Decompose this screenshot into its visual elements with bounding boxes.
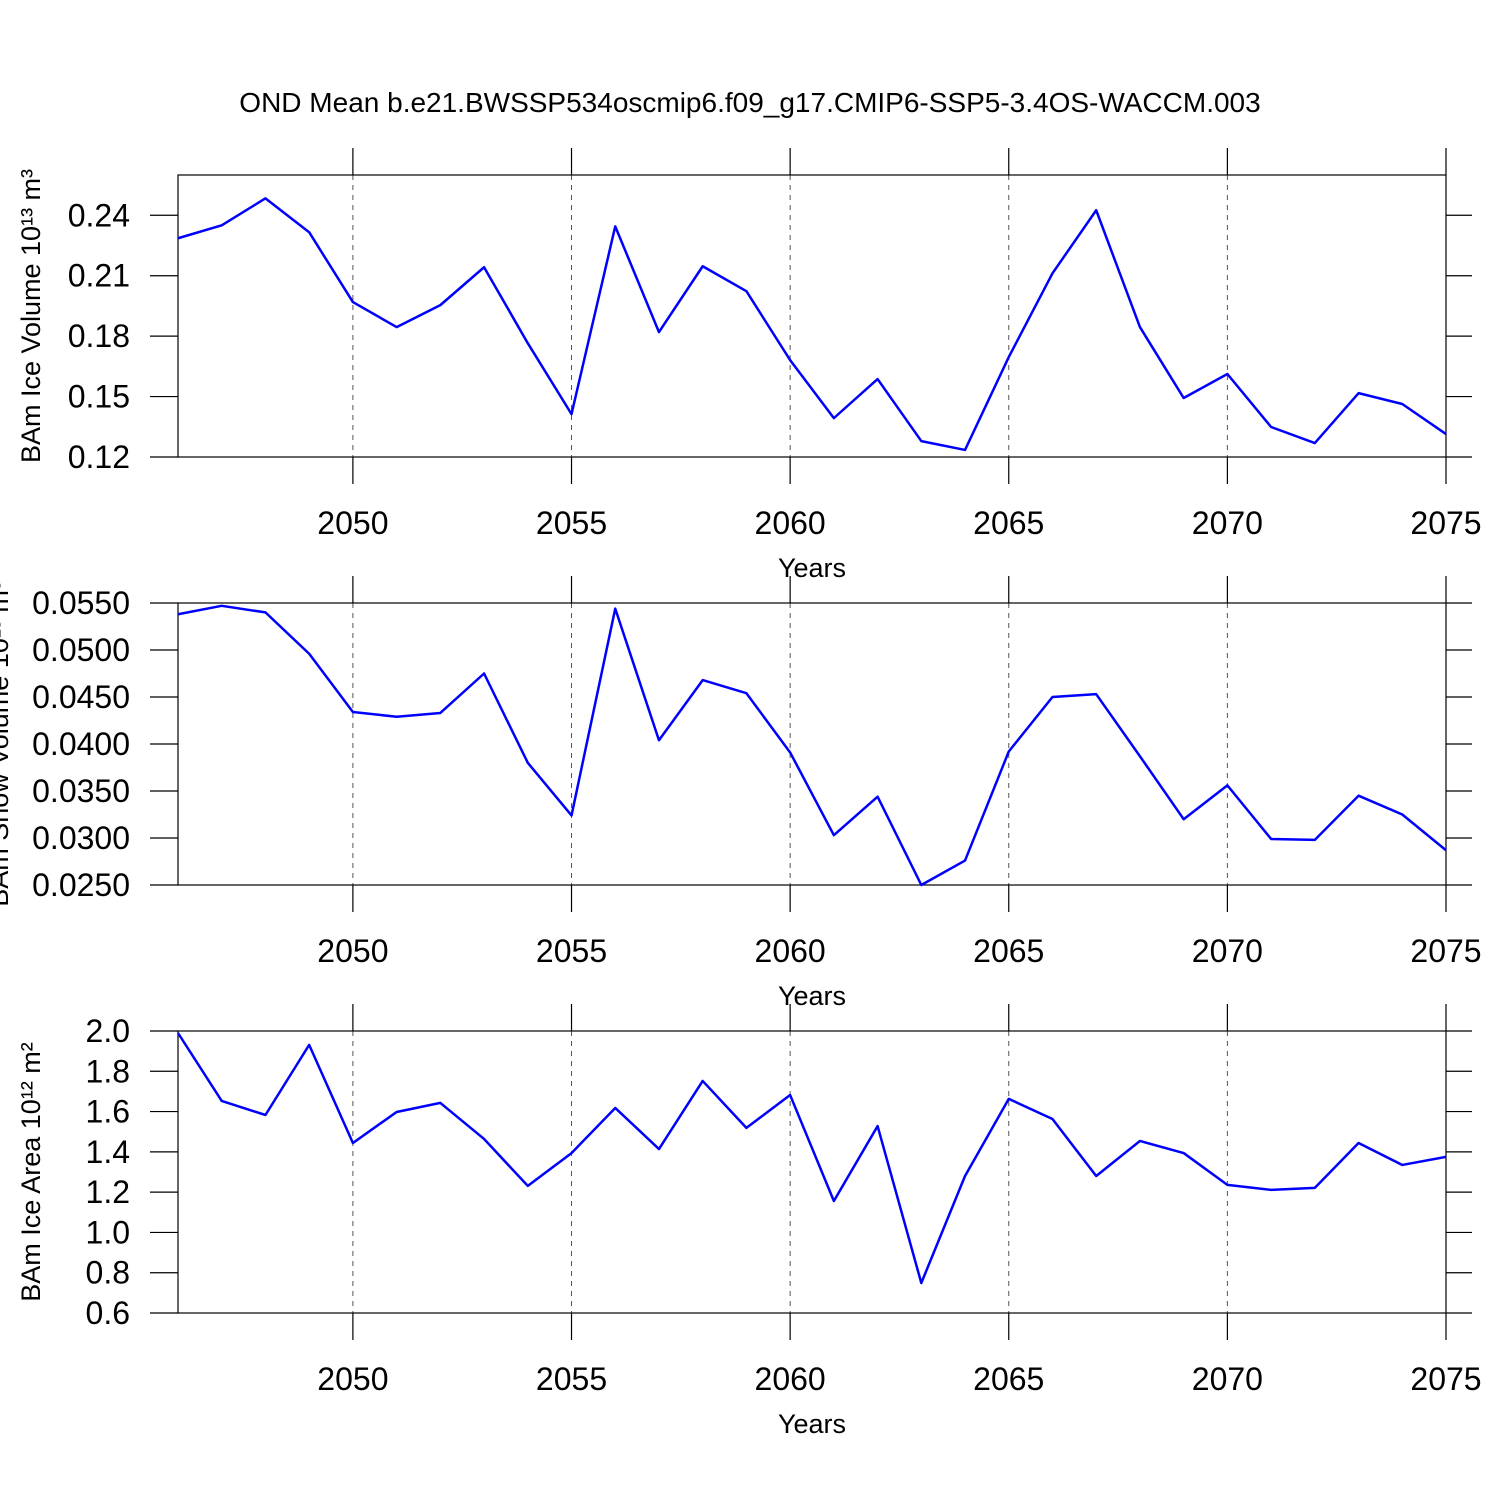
figure-title: OND Mean b.e21.BWSSP534oscmip6.f09_g17.C… (239, 87, 1260, 118)
x-tick-label: 2055 (536, 1361, 607, 1397)
y-tick-label: 0.0500 (32, 632, 130, 668)
y-tick-label: 0.15 (68, 379, 130, 415)
y-tick-label: 0.24 (68, 197, 130, 233)
plot-frame (177, 1030, 1447, 1314)
x-tick-label: 2060 (755, 505, 826, 541)
x-tick-label: 2070 (1192, 1361, 1263, 1397)
y-axis-label: BAm Snow Volume 10¹³ m³ (0, 581, 14, 907)
y-tick-label: 0.0350 (32, 773, 130, 809)
x-tick-label: 2075 (1410, 505, 1481, 541)
x-tick-label: 2075 (1410, 1361, 1481, 1397)
y-tick-label: 1.2 (86, 1174, 130, 1210)
y-tick-label: 0.6 (86, 1295, 130, 1331)
y-tick-label: 0.21 (68, 258, 130, 294)
y-tick-label: 0.0450 (32, 679, 130, 715)
x-tick-label: 2050 (317, 1361, 388, 1397)
x-tick-label: 2065 (973, 1361, 1044, 1397)
plot-frame (177, 174, 1447, 458)
x-tick-label: 2055 (536, 505, 607, 541)
plot-frame (177, 602, 1447, 886)
y-tick-label: 2.0 (86, 1013, 130, 1049)
x-tick-label: 2065 (973, 505, 1044, 541)
y-tick-label: 0.0550 (32, 585, 130, 621)
y-tick-label: 1.0 (86, 1214, 130, 1250)
y-axis-label: BAm Ice Volume 10¹³ m³ (16, 169, 46, 463)
y-tick-label: 0.18 (68, 318, 130, 354)
x-tick-label: 2065 (973, 933, 1044, 969)
data-line (177, 604, 1447, 887)
x-tick-label: 2070 (1192, 933, 1263, 969)
x-tick-label: 2050 (317, 933, 388, 969)
y-tick-label: 0.8 (86, 1255, 130, 1291)
y-tick-label: 0.0400 (32, 726, 130, 762)
data-line (177, 197, 1447, 452)
y-tick-label: 0.12 (68, 439, 130, 475)
x-axis-label: Years (778, 1409, 846, 1439)
x-tick-label: 2060 (755, 1361, 826, 1397)
data-line (176, 1032, 1447, 1285)
y-tick-label: 1.8 (86, 1053, 130, 1089)
y-tick-label: 0.0300 (32, 820, 130, 856)
x-tick-label: 2075 (1410, 933, 1481, 969)
y-axis-label: BAm Ice Area 10¹² m² (16, 1042, 46, 1302)
x-tick-label: 2070 (1192, 505, 1263, 541)
x-axis-label: Years (778, 981, 846, 1011)
x-axis-label: Years (778, 553, 846, 583)
x-tick-label: 2050 (317, 505, 388, 541)
y-tick-label: 1.6 (86, 1094, 130, 1130)
y-tick-label: 1.4 (86, 1134, 130, 1170)
x-tick-label: 2060 (755, 933, 826, 969)
x-tick-label: 2055 (536, 933, 607, 969)
y-tick-label: 0.0250 (32, 867, 130, 903)
